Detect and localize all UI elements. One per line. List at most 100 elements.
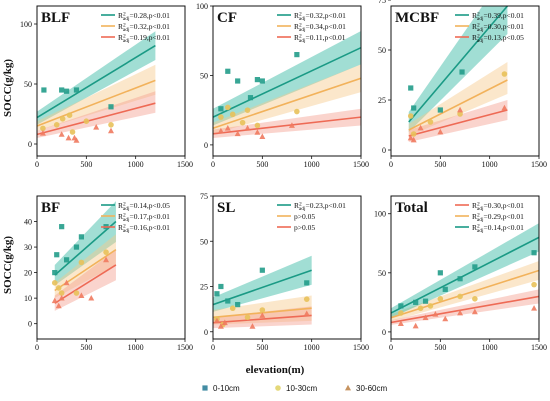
y-tick-label: 0 — [382, 146, 386, 155]
plot-layer — [391, 223, 539, 329]
data-point — [457, 111, 463, 117]
data-point — [55, 285, 62, 291]
confidence-band — [37, 31, 156, 125]
y-tick-label: 50 — [200, 237, 208, 246]
plot-layer — [37, 31, 156, 143]
confidence-band — [54, 234, 116, 299]
data-point — [73, 244, 80, 250]
confidence-band — [54, 249, 116, 311]
data-point — [442, 315, 449, 322]
data-point — [407, 134, 414, 141]
plot-area — [391, 196, 539, 339]
data-point — [432, 310, 439, 317]
data-point — [51, 297, 58, 304]
data-point — [407, 113, 414, 119]
fit-line — [213, 314, 312, 324]
y-tick-label: 75 — [200, 192, 208, 201]
data-point — [225, 104, 231, 111]
data-point — [294, 108, 300, 115]
x-tick-label: 500 — [434, 160, 446, 169]
data-point — [422, 298, 429, 304]
panel-frame — [390, 5, 540, 157]
data-point — [422, 314, 429, 321]
data-point — [213, 317, 220, 324]
data-point — [217, 323, 224, 329]
y-tick-label: 10 — [24, 294, 32, 303]
data-point — [235, 302, 241, 308]
data-point — [259, 133, 266, 139]
data-point — [108, 127, 114, 134]
data-point — [73, 87, 80, 93]
panel-title: MCBF — [395, 10, 439, 26]
data-point — [398, 310, 404, 316]
x-tick-label: 1000 — [128, 160, 144, 169]
data-point — [59, 224, 65, 230]
panel-title: BLF — [41, 10, 70, 26]
legend-label: R2 adj=0.30,p<0.01 — [472, 201, 524, 212]
x-tick-label: 1500 — [531, 343, 547, 352]
legend-marker-circle — [275, 385, 281, 391]
data-point — [457, 309, 464, 316]
data-point — [78, 292, 85, 298]
data-point — [410, 131, 417, 137]
fit-line — [408, 109, 508, 137]
data-point — [83, 118, 90, 124]
panel-frame — [212, 195, 362, 340]
x-tick-label: 1000 — [482, 160, 498, 169]
fit-line — [408, 6, 509, 123]
data-point — [229, 305, 236, 312]
data-point — [437, 270, 443, 276]
data-point — [52, 270, 58, 276]
plot-layer — [213, 31, 361, 139]
x-tick-label: 1500 — [177, 160, 193, 169]
data-point — [244, 125, 251, 131]
data-point — [217, 127, 224, 134]
data-point — [224, 125, 231, 131]
data-point — [41, 87, 47, 93]
data-point — [234, 130, 241, 137]
data-point — [65, 134, 72, 141]
data-point — [53, 122, 60, 128]
x-tick-label: 1000 — [482, 343, 498, 352]
data-point — [59, 116, 66, 122]
data-point — [471, 308, 478, 315]
legend-label: R2 adj=0.14,p<0.01 — [472, 223, 524, 234]
y-tick-label: 25 — [200, 283, 208, 292]
data-point — [64, 88, 70, 94]
x-tick-label: 500 — [434, 343, 446, 352]
data-point — [413, 299, 419, 305]
legend-label: R2 adj=0.11,p<0.01 — [294, 33, 346, 44]
legend-label: p>0.05 — [294, 212, 315, 221]
y-axis-label-top: SOCC(g/kg) — [2, 59, 14, 117]
data-point — [303, 310, 310, 317]
data-point — [64, 257, 70, 263]
data-point — [442, 286, 448, 292]
x-tick-label: 0 — [211, 343, 215, 352]
legend-label-depth: 30-60cm — [356, 384, 387, 393]
data-point — [472, 296, 478, 302]
legend-label: R2 adj=0.17,p<0.01 — [118, 212, 170, 223]
data-point — [58, 294, 65, 301]
data-point — [417, 124, 424, 131]
panel-frame — [36, 195, 186, 340]
data-point — [78, 259, 85, 266]
data-point — [73, 290, 80, 296]
confidence-band — [408, 6, 508, 132]
data-point — [408, 85, 414, 91]
legend-label-depth: 10-30cm — [286, 384, 317, 393]
bottom-legend: 0-10cm 10-30cm 30-60cm — [202, 384, 387, 393]
confidence-band — [408, 100, 508, 142]
data-point — [54, 252, 60, 258]
x-tick-label: 500 — [256, 160, 268, 169]
x-axis-label: elevation(m) — [246, 364, 305, 376]
confidence-band — [213, 108, 361, 138]
x-tick-label: 1000 — [304, 343, 320, 352]
data-point — [304, 280, 310, 286]
y-tick-label: 0 — [204, 328, 208, 337]
legend-label: R2 adj=0.30,p<0.01 — [472, 22, 524, 33]
legend-label: R2 adj=0.16,p<0.01 — [118, 223, 170, 234]
data-point — [427, 119, 434, 125]
